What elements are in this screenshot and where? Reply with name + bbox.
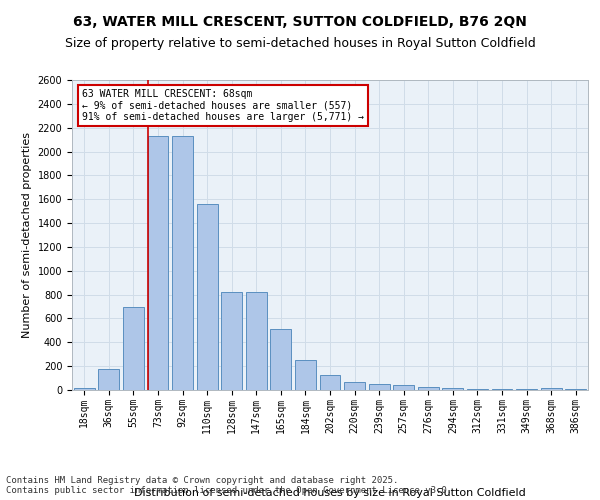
Bar [221,292,242,390]
Bar [442,388,463,390]
Bar [541,388,562,390]
Bar [74,388,95,390]
Bar [172,136,193,390]
Text: Contains HM Land Registry data © Crown copyright and database right 2025.
Contai: Contains HM Land Registry data © Crown c… [6,476,452,495]
Bar [271,329,292,390]
Bar [197,204,218,390]
Bar [344,382,365,390]
Bar [148,136,169,390]
Text: 63, WATER MILL CRESCENT, SUTTON COLDFIELD, B76 2QN: 63, WATER MILL CRESCENT, SUTTON COLDFIEL… [73,15,527,29]
Bar [418,387,439,390]
Text: Distribution of semi-detached houses by size in Royal Sutton Coldfield: Distribution of semi-detached houses by … [134,488,526,498]
Bar [393,384,414,390]
Y-axis label: Number of semi-detached properties: Number of semi-detached properties [22,132,32,338]
Bar [246,292,267,390]
Text: Size of property relative to semi-detached houses in Royal Sutton Coldfield: Size of property relative to semi-detach… [65,38,535,51]
Bar [368,384,389,390]
Bar [295,360,316,390]
Bar [123,306,144,390]
Bar [320,375,340,390]
Bar [98,368,119,390]
Text: 63 WATER MILL CRESCENT: 68sqm
← 9% of semi-detached houses are smaller (557)
91%: 63 WATER MILL CRESCENT: 68sqm ← 9% of se… [82,90,364,122]
